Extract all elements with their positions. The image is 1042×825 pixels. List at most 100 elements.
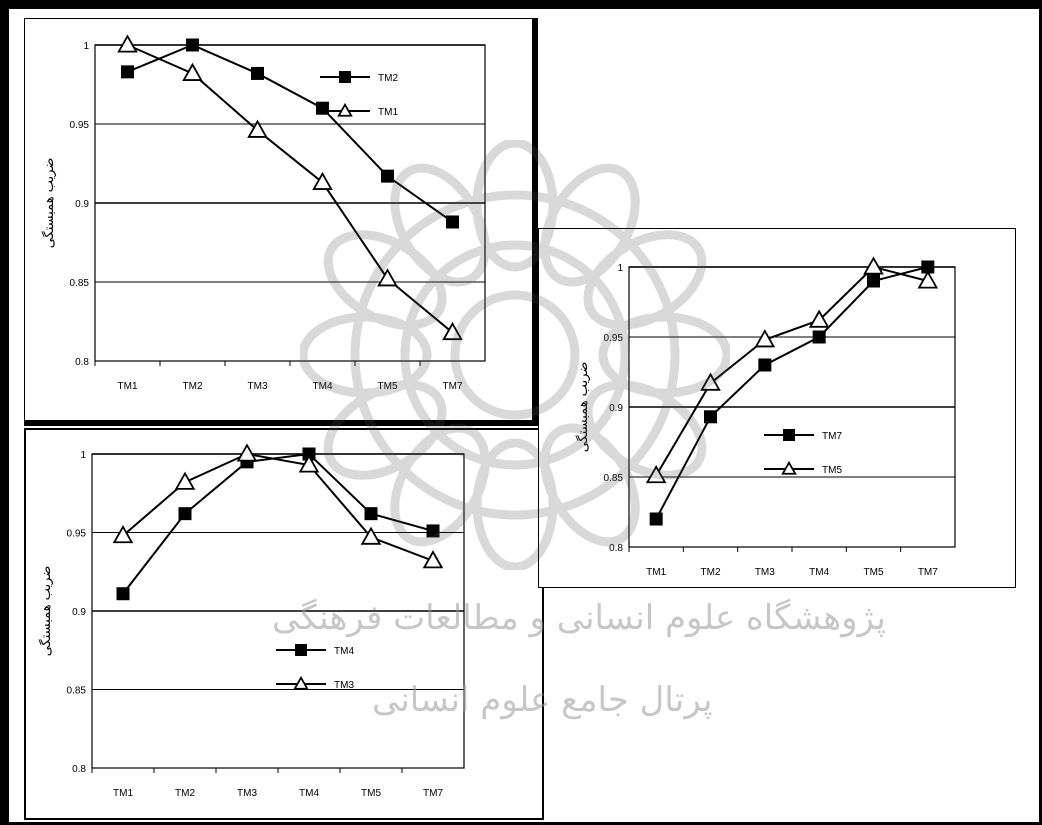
y-tick-label: 1 — [83, 41, 89, 52]
legend-marker — [337, 102, 353, 117]
series-TM4 — [116, 447, 440, 601]
chart-b: 0.8 0.85 0.9 0.95 1 TM1 TM2 TM3 TM4 TM5 TM7 ضریب هم… — [38, 443, 465, 799]
data-point — [236, 443, 258, 462]
series-line-TM5 — [655, 265, 929, 477]
data-point — [808, 309, 830, 328]
x-tick-label: TM1 — [118, 381, 138, 392]
legend-label: TM7 — [822, 431, 842, 442]
series-TM1 — [117, 34, 463, 341]
data-point — [302, 447, 316, 461]
legend-marker — [781, 460, 797, 475]
data-point — [649, 512, 663, 526]
y-tick-label: 0.9 — [72, 607, 86, 618]
series-line-TM4 — [122, 452, 434, 595]
x-tick-label: TM5 — [864, 567, 884, 578]
legend-label: TM1 — [378, 107, 398, 118]
x-tick-label: TM3 — [237, 788, 257, 799]
series-line-TM3 — [122, 452, 434, 562]
data-point — [178, 507, 192, 521]
chart-panel-b: 0.8 0.85 0.9 0.95 1 TM1 TM2 TM3 TM4 TM5 TM7 ضریب هم… — [24, 428, 544, 820]
data-point — [312, 171, 333, 190]
data-point — [917, 270, 939, 289]
x-tick-label: TM1 — [646, 567, 666, 578]
y-axis-label: ضریب همبستگی — [41, 158, 57, 249]
legend-label: TM3 — [334, 680, 354, 691]
x-tick-label: TM4 — [299, 788, 319, 799]
legend-entry-TM7: TM7 — [764, 429, 842, 442]
chart-panel-c: 0.8 0.85 0.9 0.95 1 TM1 TM2 TM3 TM4 TM5 TM7 ضریب هم… — [538, 228, 1016, 588]
legend-entry-TM5: TM5 — [764, 460, 842, 476]
y-tick-label: 0.8 — [609, 543, 623, 554]
data-point — [442, 321, 463, 341]
data-point — [174, 471, 196, 490]
data-point — [251, 66, 264, 80]
x-tick-label: TM2 — [175, 788, 195, 799]
chart-c: 0.8 0.85 0.9 0.95 1 TM1 TM2 TM3 TM4 TM5 TM7 ضریب هم… — [575, 256, 956, 578]
series-line-TM7 — [655, 266, 929, 520]
x-tick-label: TM4 — [809, 567, 829, 578]
y-tick-label: 0.95 — [67, 529, 87, 540]
legend-entry-TM4: TM4 — [276, 644, 354, 657]
data-point — [186, 38, 199, 52]
x-tick-label: TM7 — [443, 381, 463, 392]
legend-label: TM5 — [822, 465, 842, 476]
series-line-TM2 — [127, 43, 454, 223]
legend-marker — [295, 644, 307, 656]
data-point — [182, 62, 203, 81]
y-axis-label: ضریب همبستگی — [38, 566, 54, 657]
legend-marker — [293, 675, 309, 690]
data-point — [360, 526, 382, 545]
legend-entry-TM3: TM3 — [276, 675, 354, 691]
x-tick-label: TM7 — [918, 567, 938, 578]
legend-marker — [339, 71, 351, 83]
data-point — [117, 34, 138, 53]
data-point — [121, 65, 134, 79]
y-tick-label: 0.85 — [604, 473, 624, 484]
x-tick-label: TM4 — [313, 381, 333, 392]
legend-entry-TM2: TM2 — [320, 71, 398, 84]
series-line-TM1 — [127, 44, 454, 334]
data-point — [921, 260, 935, 274]
legend-entry-TM1: TM1 — [320, 102, 398, 118]
series-TM5 — [645, 256, 939, 484]
data-point — [863, 256, 884, 275]
y-tick-label: 0.9 — [75, 199, 89, 210]
x-tick-label: TM2 — [183, 381, 203, 392]
y-tick-label: 0.9 — [609, 403, 623, 414]
x-tick-label: TM1 — [113, 788, 133, 799]
series-TM3 — [112, 443, 444, 569]
data-point — [316, 101, 329, 115]
data-point — [298, 454, 320, 473]
chart-panel-a: 0.8 0.85 0.9 0.95 1 TM1 TM2 TM3 TM4 TM5 TM7 ضریب هم… — [24, 18, 538, 426]
data-point — [364, 507, 378, 521]
data-point — [426, 524, 440, 538]
data-point — [700, 372, 721, 391]
legend-label: TM4 — [334, 646, 354, 657]
series-TM2 — [121, 38, 459, 229]
x-tick-label: TM5 — [378, 381, 398, 392]
chart-a: 0.8 0.85 0.9 0.95 1 TM1 TM2 TM3 TM4 TM5 TM7 ضریب هم… — [41, 34, 486, 392]
y-tick-label: 0.95 — [70, 120, 90, 131]
x-tick-label: TM5 — [361, 788, 381, 799]
y-tick-label: 0.95 — [604, 333, 624, 344]
x-tick-label: TM7 — [423, 788, 443, 799]
data-point — [247, 119, 268, 138]
y-tick-label: 0.85 — [70, 278, 90, 289]
data-point — [422, 550, 444, 569]
y-tick-label: 1 — [617, 263, 623, 274]
data-point — [112, 524, 134, 544]
data-point — [116, 587, 130, 601]
legend-label: TM2 — [378, 73, 398, 84]
y-tick-label: 0.8 — [72, 764, 86, 775]
y-tick-label: 1 — [80, 450, 86, 461]
x-tick-label: TM2 — [701, 567, 721, 578]
data-point — [645, 464, 667, 484]
data-point — [754, 329, 776, 348]
data-point — [812, 330, 826, 344]
y-axis-label: ضریب همبستگی — [575, 362, 591, 453]
data-point — [377, 268, 398, 287]
data-point — [381, 169, 394, 183]
data-point — [867, 274, 880, 288]
data-point — [704, 410, 717, 424]
